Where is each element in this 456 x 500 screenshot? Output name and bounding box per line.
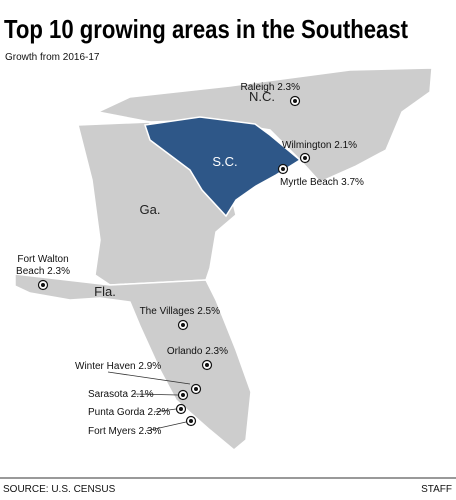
leader-line	[145, 421, 187, 432]
city-label: Wilmington 2.1%	[282, 140, 357, 151]
leader-line	[153, 408, 177, 413]
title: Top 10 growing areas in the Southeast	[4, 14, 408, 44]
city-label: Raleigh 2.3%	[241, 82, 301, 93]
city-label: Myrtle Beach 3.7%	[280, 177, 364, 188]
city-marker-dot	[194, 387, 198, 391]
city-label: Fort Myers 2.3%	[88, 426, 161, 437]
state-label: Ga.	[140, 202, 161, 217]
state-label: N.C.	[249, 89, 275, 104]
city-label: Orlando 2.3%	[167, 346, 228, 357]
city-marker-dot	[181, 393, 185, 397]
source: SOURCE: U.S. CENSUS	[3, 484, 116, 495]
city-marker-dot	[189, 419, 193, 423]
city-marker-dot	[303, 156, 307, 160]
city-marker-dot	[293, 99, 297, 103]
city-marker-dot	[281, 167, 285, 171]
city-marker-dot	[179, 407, 183, 411]
city-marker-dot	[205, 363, 209, 367]
city-label: Sarasota 2.1%	[88, 389, 154, 400]
state-label: Fla.	[94, 284, 116, 299]
city-label: Fort Walton	[17, 254, 68, 265]
city-label: Winter Haven 2.9%	[75, 361, 161, 372]
credit: STAFF	[421, 484, 452, 495]
south-carolina	[144, 116, 302, 218]
subtitle: Growth from 2016-17	[5, 52, 100, 63]
state-label: S.C.	[212, 154, 237, 169]
leader-line	[133, 393, 179, 396]
florida	[14, 273, 252, 451]
city-marker-dot	[41, 283, 45, 287]
city-marker-dot	[181, 323, 185, 327]
city-label: Punta Gorda 2.2%	[88, 407, 170, 418]
cities: Raleigh 2.3% Wilmington 2.1% Myrtle Beach …	[16, 82, 364, 437]
city-label: The Villages 2.5%	[140, 306, 221, 317]
city-label: Beach 2.3%	[16, 266, 70, 277]
leader-line	[107, 371, 191, 385]
